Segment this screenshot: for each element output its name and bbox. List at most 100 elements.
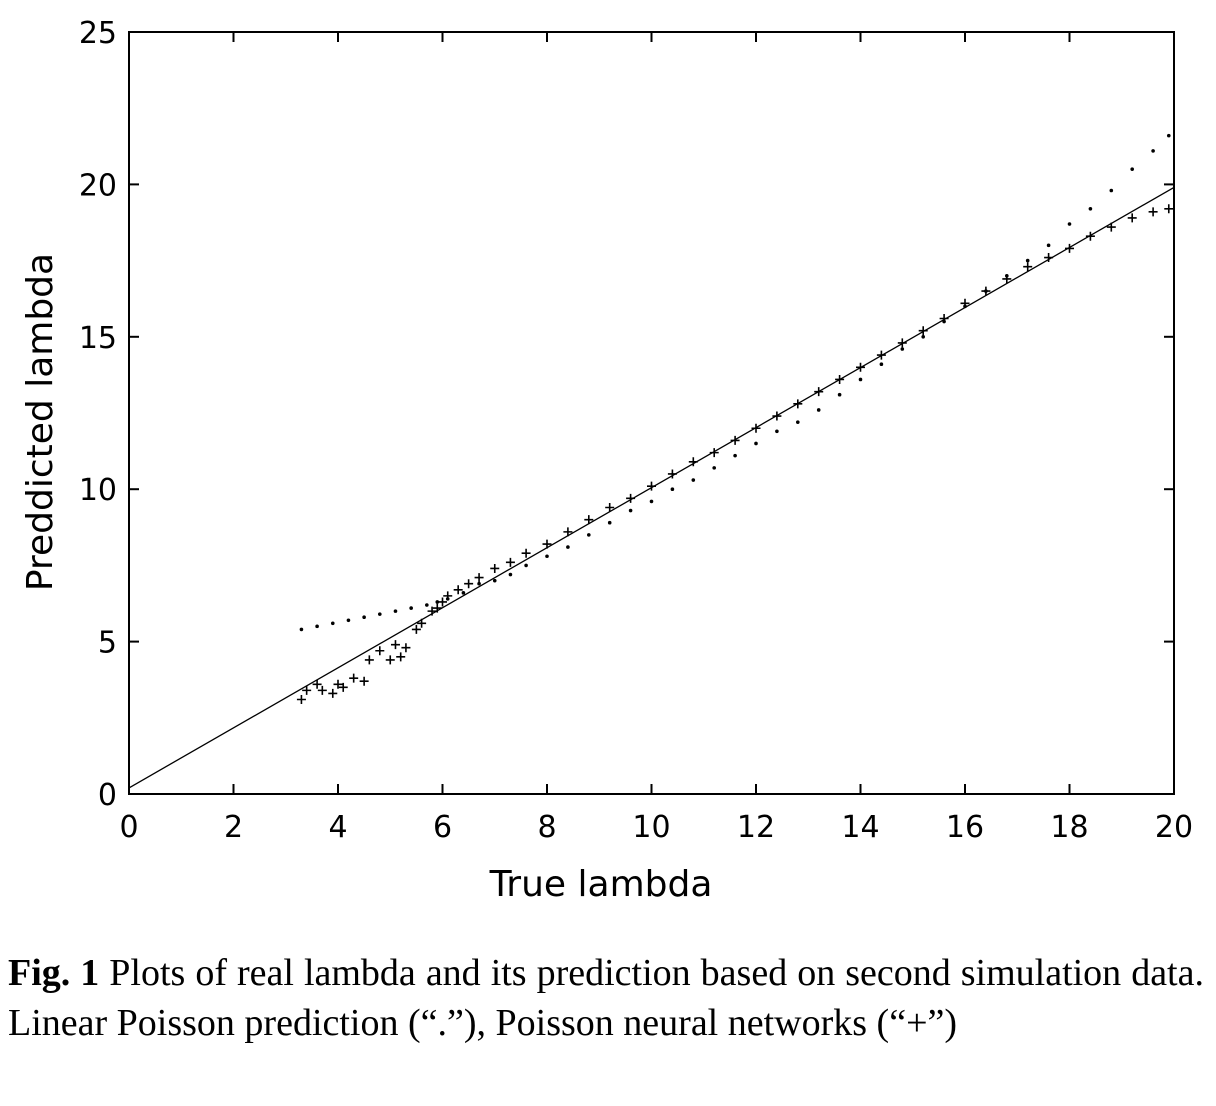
plus-point: [317, 685, 327, 695]
plus-point: [856, 362, 865, 372]
dot-point: [649, 499, 654, 504]
plus-point: [1002, 274, 1012, 284]
dot-point: [409, 606, 413, 610]
plus-point: [474, 573, 484, 583]
plus-point: [647, 481, 656, 491]
dot-point: [670, 487, 675, 492]
dot-point: [477, 581, 481, 586]
plus-point: [897, 338, 907, 348]
plus-point: [626, 493, 636, 503]
figure-caption: Fig. 1 Plots of real lambda and its pred…: [8, 948, 1204, 1048]
y-tick-label: 25: [79, 16, 117, 51]
plot-frame: [128, 31, 1175, 795]
dot-point: [587, 533, 591, 537]
plus-point: [981, 286, 991, 296]
plus-point: [1085, 231, 1095, 241]
dot-point: [492, 578, 497, 583]
x-tick-label: 10: [632, 810, 670, 845]
plus-point: [312, 679, 322, 689]
plus-point: [338, 682, 348, 692]
dot-point: [900, 347, 905, 351]
plus-point: [814, 387, 824, 397]
dot-point: [733, 453, 737, 458]
x-tick-label: 20: [1155, 810, 1193, 845]
series-linear-poisson: [299, 133, 1171, 632]
dot-point: [378, 612, 382, 616]
plus-point: [960, 298, 970, 308]
dot-point: [837, 392, 842, 397]
tick-labels: 0 2 4 6 8 10 12 14 16 18 20 0 5 10 15 20 25: [79, 16, 1193, 845]
dot-point: [425, 603, 429, 607]
dot-point: [796, 420, 800, 424]
dot-point: [315, 624, 319, 629]
dot-point: [628, 508, 633, 513]
plus-point: [751, 423, 761, 433]
plus-point: [359, 676, 369, 686]
plus-point: [396, 652, 406, 662]
plus-point: [432, 603, 442, 613]
plus-point: [730, 435, 740, 445]
dot-point: [691, 478, 696, 482]
dot-point: [921, 335, 925, 339]
dot-point: [775, 429, 779, 434]
x-axis-label: True lambda: [489, 864, 713, 905]
dot-point: [1046, 243, 1051, 248]
plus-point: [333, 679, 343, 689]
plus-point: [505, 557, 515, 567]
x-tick-label: 4: [328, 810, 347, 845]
plus-point: [918, 326, 928, 336]
dot-point: [1109, 188, 1114, 193]
x-tick-label: 0: [119, 810, 138, 845]
plus-point: [1148, 207, 1158, 217]
plus-point: [772, 411, 782, 421]
plus-point: [1106, 222, 1116, 232]
plus-point: [464, 579, 474, 589]
dot-point: [816, 408, 821, 412]
plus-point: [709, 448, 719, 458]
x-tick-label: 6: [433, 810, 452, 845]
plus-point: [667, 469, 677, 479]
plus-point: [563, 527, 573, 537]
plus-point: [490, 563, 500, 573]
plus-point: [302, 685, 312, 695]
dot-point: [545, 554, 549, 559]
dot-point: [524, 563, 528, 568]
dot-point: [330, 621, 335, 626]
plus-point: [605, 502, 615, 512]
plus-point: [427, 606, 437, 616]
dot-point: [754, 441, 758, 446]
plus-point: [1023, 262, 1033, 272]
y-tick-label: 5: [98, 626, 117, 661]
series-poisson-neural-networks: [296, 204, 1174, 705]
y-axis-label: Preddicted lambda: [20, 253, 61, 591]
dot-point: [461, 591, 466, 595]
dot-point: [712, 466, 716, 470]
dot-point: [362, 615, 366, 620]
plus-point: [521, 548, 531, 558]
dot-point: [879, 362, 884, 367]
plus-point: [835, 374, 845, 384]
dot-point: [435, 600, 440, 604]
plus-point: [438, 597, 447, 607]
plus-point: [411, 624, 421, 634]
plus-point: [375, 646, 385, 656]
dot-point: [1151, 149, 1155, 153]
x-tick-label: 16: [946, 810, 984, 845]
x-tick-label: 18: [1050, 810, 1088, 845]
x-tick-label: 8: [537, 810, 556, 845]
plus-point: [1044, 253, 1054, 263]
caption-text: Plots of real lambda and its prediction …: [8, 952, 1204, 1044]
plus-point: [793, 399, 803, 409]
dot-point: [1130, 167, 1134, 171]
plus-point: [390, 640, 400, 650]
plus-point: [349, 673, 359, 683]
plus-point: [542, 539, 552, 549]
x-tick-label: 12: [737, 810, 775, 845]
plus-point: [385, 655, 395, 665]
axis-ticks: [128, 31, 1175, 795]
plus-point: [1164, 204, 1174, 214]
dot-point: [299, 627, 304, 632]
dot-point: [858, 377, 863, 382]
plus-point: [876, 350, 886, 360]
